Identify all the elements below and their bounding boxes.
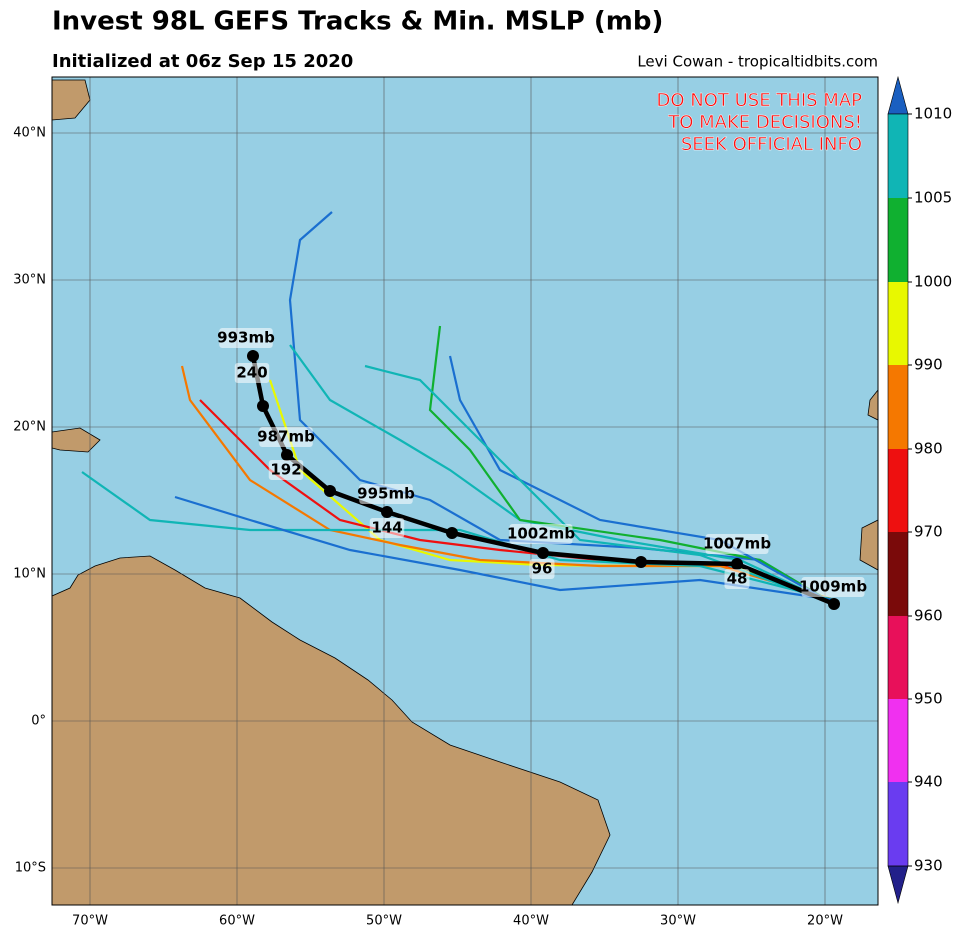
colorbar-label: 1010 xyxy=(914,105,952,123)
pressure-label-box xyxy=(509,524,573,544)
hour-label: 144 xyxy=(371,519,402,537)
pressure-label: 1007mb xyxy=(703,535,771,553)
colorbar-label: 990 xyxy=(914,356,943,374)
lon-label: 40°W xyxy=(513,914,549,929)
map: 1009mb 1007mb 1002mb 995mb 987mb 993mb 48 96 144… xyxy=(52,77,878,905)
credit: Levi Cowan - tropicaltidbits.com xyxy=(637,53,878,71)
graticule xyxy=(52,77,878,905)
colorbar-label: 980 xyxy=(914,440,943,458)
pressure-label: 995mb xyxy=(357,485,415,503)
colorbar-label: 950 xyxy=(914,690,943,708)
pressure-label-box xyxy=(705,534,769,554)
hour-label: 192 xyxy=(270,461,301,479)
pressure-label: 1009mb xyxy=(799,578,867,596)
colorbar-segment xyxy=(888,282,908,365)
lon-label: 50°W xyxy=(366,914,402,929)
colorbar-top xyxy=(887,75,909,115)
hour-label: 240 xyxy=(236,364,267,382)
pressure-label-box xyxy=(801,577,865,597)
warning-line: TO MAKE DECISIONS! xyxy=(667,112,862,133)
hour-label-box xyxy=(529,559,555,579)
lon-label: 30°W xyxy=(660,914,696,929)
colorbar-bottom xyxy=(887,865,909,905)
lon-label: 70°W xyxy=(72,914,108,929)
lat-label: 0° xyxy=(31,714,46,729)
colorbar: 1010 1005 1000 990 980 970 960 950 940 930 xyxy=(887,75,952,905)
pressure-label-box xyxy=(259,427,313,447)
pressure-label: 993mb xyxy=(217,329,275,347)
lat-label: 10°S xyxy=(15,861,46,876)
colorbar-label: 970 xyxy=(914,523,943,541)
pressure-label: 1002mb xyxy=(507,525,575,543)
colorbar-segment xyxy=(888,782,908,866)
warning-line: DO NOT USE THIS MAP xyxy=(657,90,863,111)
colorbar-segment xyxy=(888,532,908,616)
colorbar-frame xyxy=(887,113,909,867)
hour-label: 48 xyxy=(727,570,748,588)
subtitle: Initialized at 06z Sep 15 2020 xyxy=(52,51,353,72)
lat-label: 10°N xyxy=(13,567,46,582)
lat-label: 40°N xyxy=(13,126,46,141)
colorbar-segment xyxy=(888,365,908,449)
lon-label: 20°W xyxy=(807,914,843,929)
land xyxy=(52,79,878,905)
hour-label-box xyxy=(234,363,270,383)
pressure-label-box xyxy=(219,328,273,348)
hour-label: 96 xyxy=(532,560,553,578)
lon-label: 60°W xyxy=(219,914,255,929)
colorbar-segment xyxy=(888,114,908,198)
pressure-label: 987mb xyxy=(257,428,315,446)
mean-track-points xyxy=(247,350,840,610)
lat-label: 30°N xyxy=(13,273,46,288)
hour-label-box xyxy=(724,569,750,589)
hour-label-box xyxy=(369,518,405,538)
lat-label: 20°N xyxy=(13,420,46,435)
colorbar-segment xyxy=(888,699,908,782)
warning-line: SEEK OFFICIAL INFO xyxy=(681,134,862,155)
colorbar-segment xyxy=(888,616,908,699)
colorbar-label: 1000 xyxy=(914,273,952,291)
colorbar-label: 930 xyxy=(914,857,943,875)
colorbar-label: 1005 xyxy=(914,189,952,207)
map-frame xyxy=(51,76,879,906)
colorbar-segment xyxy=(888,198,908,282)
pressure-label-box xyxy=(359,484,413,504)
colorbar-label: 940 xyxy=(914,773,943,791)
colorbar-label: 960 xyxy=(914,607,943,625)
colorbar-segment xyxy=(888,449,908,532)
hour-label-box xyxy=(268,460,304,480)
title: Invest 98L GEFS Tracks & Min. MSLP (mb) xyxy=(52,7,663,37)
